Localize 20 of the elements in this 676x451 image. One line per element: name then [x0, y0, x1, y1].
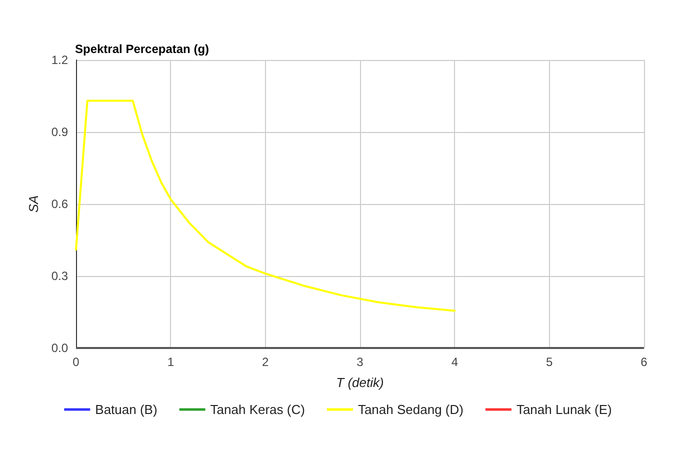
- x-tick-label: 0: [72, 355, 80, 369]
- x-tick-label: 2: [262, 355, 269, 369]
- x-axis-title: T (detik): [336, 375, 384, 390]
- y-tick-label: 0.3: [51, 269, 68, 283]
- y-tick-label: 0.0: [51, 341, 68, 355]
- x-tick-label: 5: [546, 355, 553, 369]
- x-tick-label: 3: [356, 355, 364, 369]
- y-tick-label: 1.2: [51, 53, 68, 67]
- legend-label: Tanah Keras (C): [210, 402, 305, 417]
- legend-label: Tanah Lunak (E): [516, 402, 612, 417]
- legend-label: Batuan (B): [95, 402, 158, 417]
- y-tick-label: 0.6: [51, 197, 68, 211]
- chart-title: Spektral Percepatan (g): [75, 42, 210, 56]
- x-tick-label: 6: [640, 355, 648, 369]
- line-series: [75, 100, 456, 312]
- legend-label: Tanah Sedang (D): [358, 402, 464, 417]
- x-tick-label: 1: [167, 355, 174, 369]
- y-tick-label: 0.9: [51, 125, 68, 139]
- y-axis-title: SA: [26, 195, 41, 213]
- x-tick-label: 4: [451, 355, 458, 369]
